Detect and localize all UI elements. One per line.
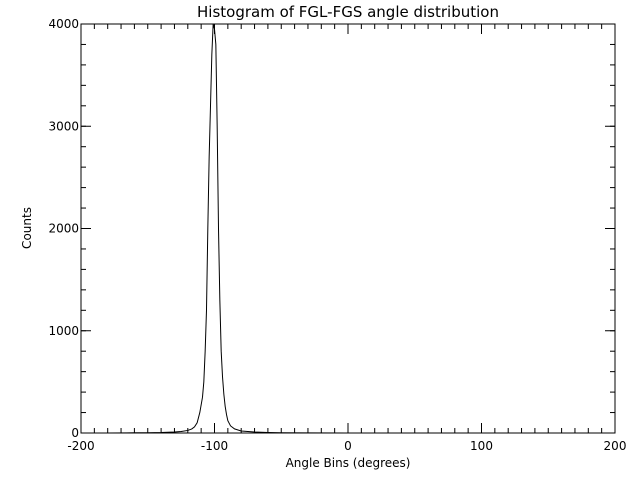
y-tick-label: 3000 [48,119,79,133]
y-axis-label: Counts [20,207,34,249]
y-tick-label: 4000 [48,17,79,31]
x-tick-labels: -200 -100 0 100 200 [67,439,626,453]
y-tick-label: 1000 [48,324,79,338]
x-tick-label: 100 [470,439,493,453]
chart-title: Histogram of FGL-FGS angle distribution [197,3,499,21]
histogram-series-line [107,23,589,434]
y-tick-label: 2000 [48,222,79,236]
x-axis-label: Angle Bins (degrees) [286,456,411,470]
x-tick-label: -100 [201,439,228,453]
x-tick-label: 0 [344,439,352,453]
y-tick-labels: 0 1000 2000 3000 4000 [48,17,79,440]
y-tick-label: 0 [71,426,79,440]
x-tick-label: -200 [67,439,94,453]
x-tick-label: 200 [604,439,627,453]
